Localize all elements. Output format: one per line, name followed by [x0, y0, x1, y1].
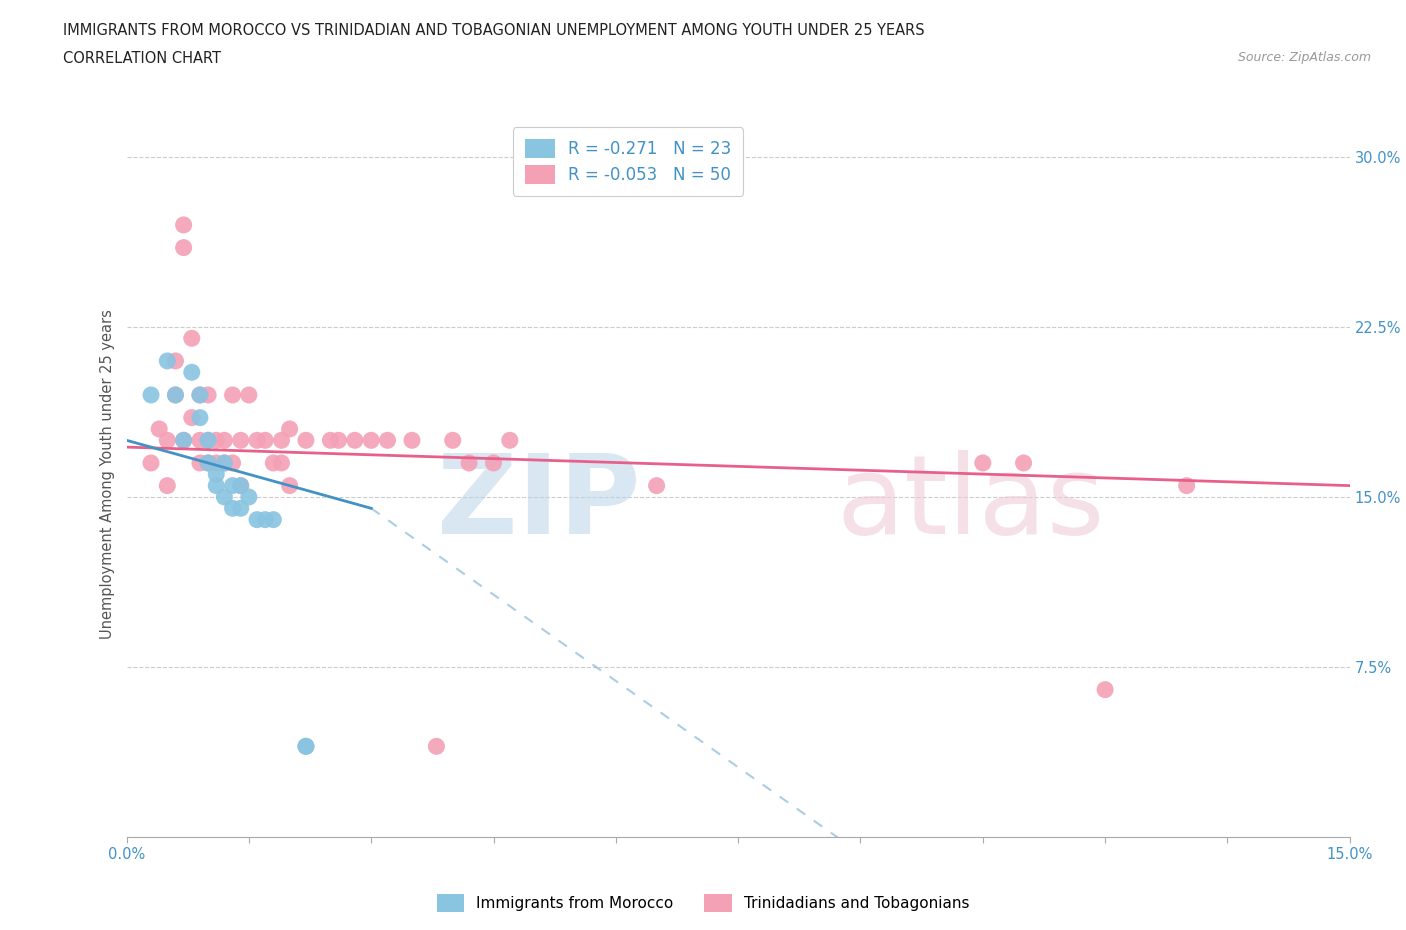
- Point: [295, 738, 318, 753]
- Point: [180, 365, 202, 379]
- Point: [214, 456, 236, 471]
- Point: [205, 432, 228, 447]
- Point: [180, 410, 202, 425]
- Point: [214, 489, 236, 504]
- Point: [972, 456, 994, 471]
- Point: [188, 388, 211, 403]
- Point: [173, 432, 195, 447]
- Point: [139, 388, 162, 403]
- Point: [246, 432, 269, 447]
- Point: [278, 478, 301, 493]
- Point: [262, 512, 284, 527]
- Point: [197, 432, 219, 447]
- Point: [197, 456, 219, 471]
- Point: [254, 432, 277, 447]
- Point: [238, 388, 260, 403]
- Point: [221, 388, 243, 403]
- Point: [214, 432, 236, 447]
- Legend: Immigrants from Morocco, Trinidadians and Tobagonians: Immigrants from Morocco, Trinidadians an…: [430, 888, 976, 918]
- Point: [197, 432, 219, 447]
- Point: [458, 456, 481, 471]
- Point: [360, 432, 382, 447]
- Point: [229, 432, 252, 447]
- Point: [319, 432, 342, 447]
- Point: [343, 432, 366, 447]
- Point: [156, 353, 179, 368]
- Text: CORRELATION CHART: CORRELATION CHART: [63, 51, 221, 66]
- Point: [188, 432, 211, 447]
- Point: [139, 456, 162, 471]
- Point: [156, 478, 179, 493]
- Point: [173, 240, 195, 255]
- Point: [441, 432, 464, 447]
- Point: [214, 456, 236, 471]
- Point: [148, 421, 170, 436]
- Point: [1175, 478, 1198, 493]
- Point: [197, 388, 219, 403]
- Point: [180, 331, 202, 346]
- Text: atlas: atlas: [837, 450, 1105, 557]
- Point: [262, 456, 284, 471]
- Point: [229, 478, 252, 493]
- Text: IMMIGRANTS FROM MOROCCO VS TRINIDADIAN AND TOBAGONIAN UNEMPLOYMENT AMONG YOUTH U: IMMIGRANTS FROM MOROCCO VS TRINIDADIAN A…: [63, 23, 925, 38]
- Point: [328, 432, 350, 447]
- Point: [173, 218, 195, 232]
- Point: [221, 501, 243, 516]
- Point: [1012, 456, 1035, 471]
- Point: [221, 456, 243, 471]
- Point: [205, 467, 228, 482]
- Point: [645, 478, 668, 493]
- Point: [165, 388, 187, 403]
- Point: [295, 432, 318, 447]
- Point: [401, 432, 423, 447]
- Y-axis label: Unemployment Among Youth under 25 years: Unemployment Among Youth under 25 years: [100, 310, 115, 639]
- Point: [238, 489, 260, 504]
- Point: [156, 432, 179, 447]
- Point: [205, 478, 228, 493]
- Point: [270, 432, 292, 447]
- Point: [165, 353, 187, 368]
- Point: [165, 388, 187, 403]
- Point: [270, 456, 292, 471]
- Point: [229, 501, 252, 516]
- Point: [173, 432, 195, 447]
- Point: [254, 512, 277, 527]
- Point: [246, 512, 269, 527]
- Point: [188, 388, 211, 403]
- Point: [197, 456, 219, 471]
- Point: [205, 456, 228, 471]
- Point: [377, 432, 399, 447]
- Text: ZIP: ZIP: [437, 450, 640, 557]
- Point: [482, 456, 505, 471]
- Legend: R = -0.271   N = 23, R = -0.053   N = 50: R = -0.271 N = 23, R = -0.053 N = 50: [513, 127, 742, 195]
- Point: [1094, 683, 1116, 698]
- Point: [188, 456, 211, 471]
- Point: [229, 478, 252, 493]
- Text: Source: ZipAtlas.com: Source: ZipAtlas.com: [1237, 51, 1371, 64]
- Point: [425, 738, 447, 753]
- Point: [278, 421, 301, 436]
- Point: [221, 478, 243, 493]
- Point: [295, 738, 318, 753]
- Point: [188, 410, 211, 425]
- Point: [499, 432, 522, 447]
